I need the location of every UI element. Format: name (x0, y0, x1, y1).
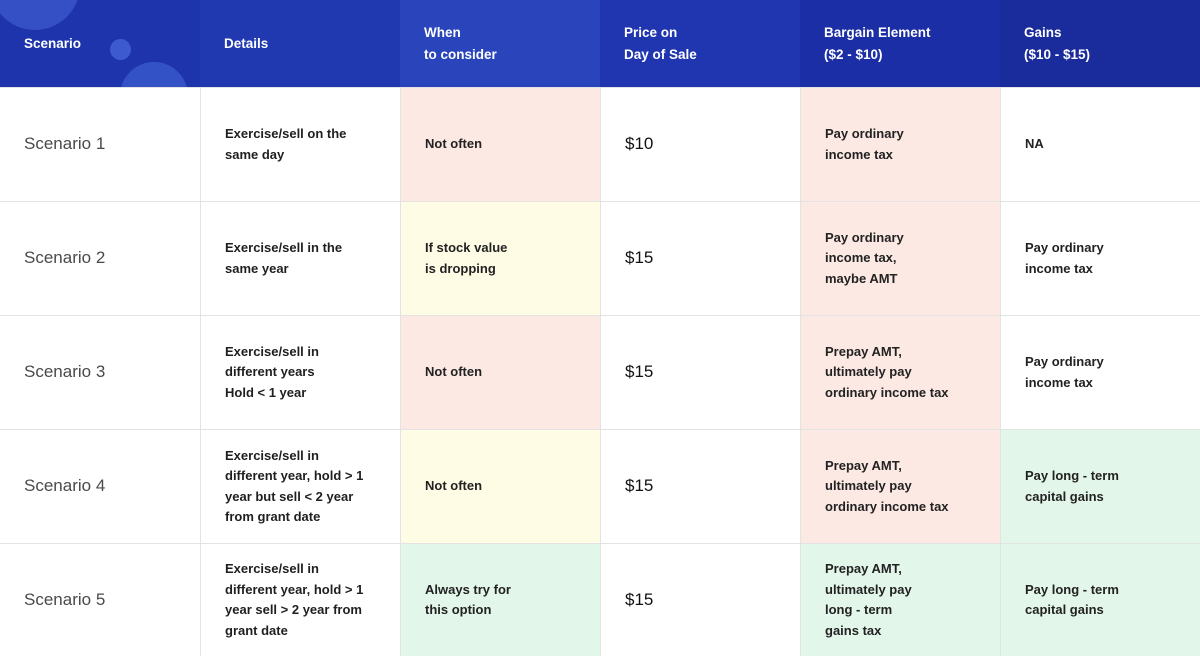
table-row: Scenario 4 Exercise/sell in different ye… (0, 429, 1200, 543)
price-cell: $15 (600, 430, 800, 543)
table-row: Scenario 5 Exercise/sell in different ye… (0, 543, 1200, 656)
bargain-cell: Prepay AMT, ultimately pay ordinary inco… (800, 316, 1000, 429)
gains-cell: NA (1000, 88, 1200, 201)
bargain-cell: Prepay AMT, ultimately pay long - term g… (800, 544, 1000, 656)
scenario-cell: Scenario 5 (0, 544, 200, 656)
when-cell: Always try for this option (400, 544, 600, 656)
table-row: Scenario 3 Exercise/sell in different ye… (0, 315, 1200, 429)
price-cell: $15 (600, 316, 800, 429)
bargain-cell: Pay ordinary income tax (800, 88, 1000, 201)
details-cell: Exercise/sell on the same day (200, 88, 400, 201)
header-bargain-element: Bargain Element ($2 - $10) (800, 0, 1000, 87)
price-cell: $15 (600, 544, 800, 656)
header-when-to-consider: When to consider (400, 0, 600, 87)
gains-cell: Pay long - term capital gains (1000, 430, 1200, 543)
when-cell: Not often (400, 316, 600, 429)
decorative-circle (120, 62, 188, 87)
gains-cell: Pay long - term capital gains (1000, 544, 1200, 656)
price-cell: $10 (600, 88, 800, 201)
scenario-cell: Scenario 2 (0, 202, 200, 315)
price-cell: $15 (600, 202, 800, 315)
header-details: Details (200, 0, 400, 87)
when-cell: Not often (400, 430, 600, 543)
scenario-cell: Scenario 4 (0, 430, 200, 543)
header-gains: Gains ($10 - $15) (1000, 0, 1200, 87)
bargain-cell: Prepay AMT, ultimately pay ordinary inco… (800, 430, 1000, 543)
table-row: Scenario 1 Exercise/sell on the same day… (0, 87, 1200, 201)
table-header: Scenario Details When to consider Price … (0, 0, 1200, 87)
scenario-cell: Scenario 3 (0, 316, 200, 429)
details-cell: Exercise/sell in the same year (200, 202, 400, 315)
when-cell: Not often (400, 88, 600, 201)
details-cell: Exercise/sell in different years Hold < … (200, 316, 400, 429)
gains-cell: Pay ordinary income tax (1000, 316, 1200, 429)
table-row: Scenario 2 Exercise/sell in the same yea… (0, 201, 1200, 315)
when-cell: If stock value is dropping (400, 202, 600, 315)
details-cell: Exercise/sell in different year, hold > … (200, 544, 400, 656)
header-price-on-day-of-sale: Price on Day of Sale (600, 0, 800, 87)
details-cell: Exercise/sell in different year, hold > … (200, 430, 400, 543)
header-scenario: Scenario (0, 0, 200, 87)
gains-cell: Pay ordinary income tax (1000, 202, 1200, 315)
bargain-cell: Pay ordinary income tax, maybe AMT (800, 202, 1000, 315)
decorative-circle (110, 39, 131, 60)
scenario-cell: Scenario 1 (0, 88, 200, 201)
decorative-circle (0, 0, 80, 30)
